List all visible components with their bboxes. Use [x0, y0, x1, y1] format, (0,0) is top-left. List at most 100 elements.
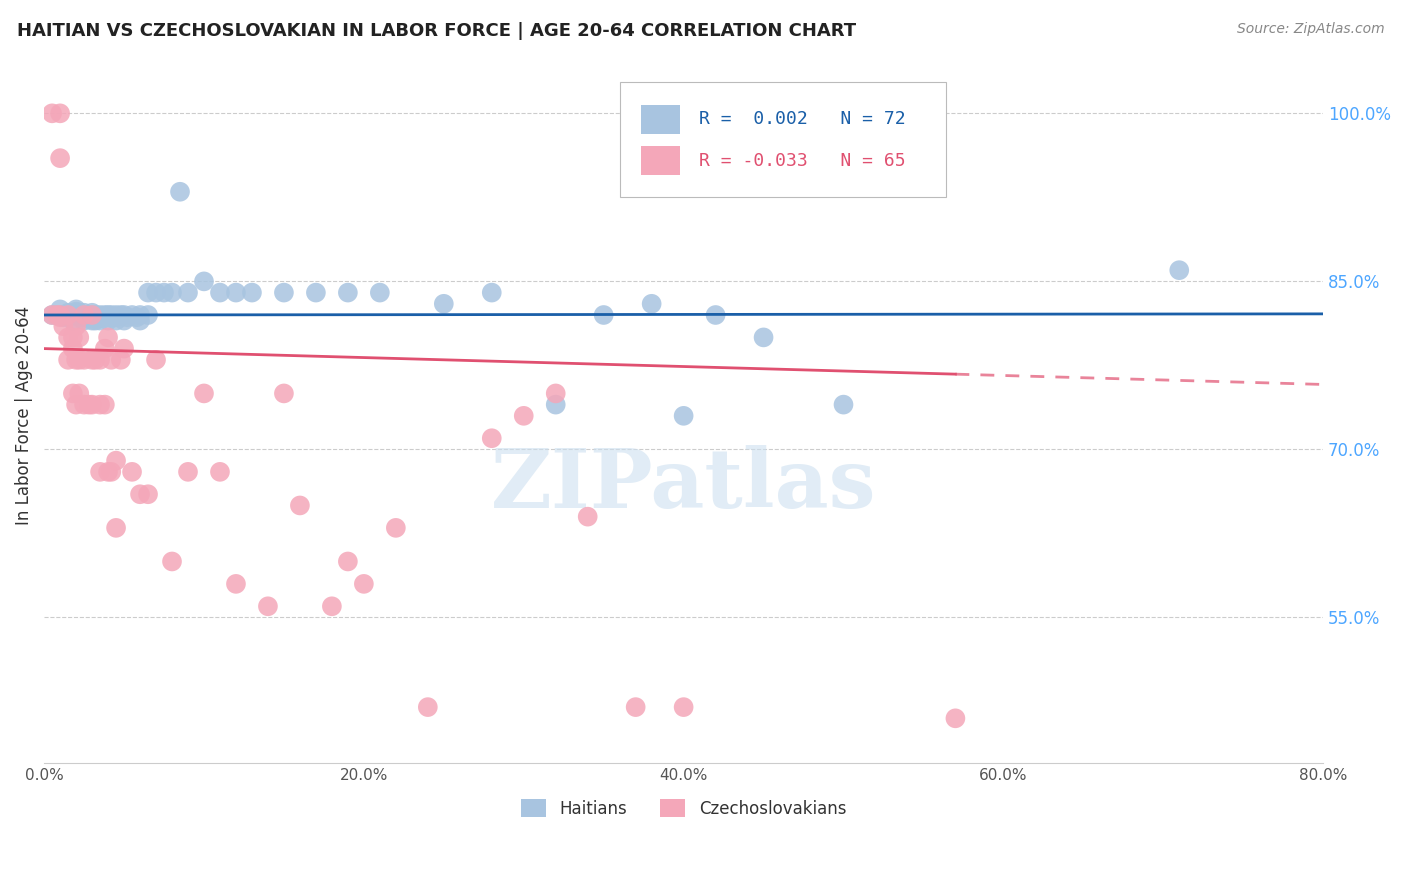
- Point: [97, 465, 120, 479]
- Point: [45, 308, 67, 322]
- Point: [73, 313, 96, 327]
- Point: [73, 308, 96, 322]
- Point: [481, 431, 503, 445]
- Point: [257, 599, 280, 614]
- Point: [77, 398, 100, 412]
- Point: [41, 308, 63, 322]
- Point: [80, 310, 103, 325]
- Point: [41, 106, 63, 120]
- Point: [672, 409, 695, 423]
- Point: [240, 285, 263, 300]
- Point: [368, 285, 391, 300]
- Point: [544, 398, 567, 412]
- Point: [56, 306, 79, 320]
- Point: [73, 398, 96, 412]
- Point: [592, 308, 614, 322]
- Point: [67, 330, 90, 344]
- Point: [121, 308, 143, 322]
- Point: [624, 700, 647, 714]
- Point: [177, 285, 200, 300]
- Point: [67, 308, 90, 322]
- Point: [52, 310, 75, 325]
- Point: [94, 342, 117, 356]
- Point: [100, 465, 122, 479]
- Point: [353, 577, 375, 591]
- Point: [481, 285, 503, 300]
- Point: [273, 285, 295, 300]
- Point: [125, 310, 148, 325]
- Point: [62, 313, 84, 327]
- Point: [672, 700, 695, 714]
- Point: [100, 308, 122, 322]
- Point: [80, 308, 103, 322]
- Point: [193, 386, 215, 401]
- Text: R = -0.033   N = 65: R = -0.033 N = 65: [699, 152, 905, 169]
- Text: R =  0.002   N = 72: R = 0.002 N = 72: [699, 111, 905, 128]
- FancyBboxPatch shape: [620, 82, 946, 197]
- Point: [112, 342, 135, 356]
- Point: [56, 308, 79, 322]
- Point: [225, 285, 247, 300]
- Point: [945, 711, 967, 725]
- Point: [105, 313, 128, 327]
- Point: [80, 306, 103, 320]
- Point: [385, 521, 408, 535]
- Point: [77, 310, 100, 325]
- Point: [52, 319, 75, 334]
- Point: [73, 308, 96, 322]
- Point: [121, 465, 143, 479]
- Point: [416, 700, 439, 714]
- Point: [84, 308, 107, 322]
- Point: [112, 308, 135, 322]
- Point: [65, 319, 87, 334]
- Point: [105, 453, 128, 467]
- FancyBboxPatch shape: [641, 104, 679, 134]
- Point: [80, 313, 103, 327]
- Text: Source: ZipAtlas.com: Source: ZipAtlas.com: [1237, 22, 1385, 37]
- Point: [56, 352, 79, 367]
- Point: [94, 398, 117, 412]
- Point: [67, 352, 90, 367]
- Point: [752, 330, 775, 344]
- Point: [110, 308, 132, 322]
- Point: [100, 310, 122, 325]
- Point: [208, 285, 231, 300]
- Point: [49, 151, 72, 165]
- Point: [89, 310, 111, 325]
- Point: [145, 352, 167, 367]
- Text: HAITIAN VS CZECHOSLOVAKIAN IN LABOR FORCE | AGE 20-64 CORRELATION CHART: HAITIAN VS CZECHOSLOVAKIAN IN LABOR FORC…: [17, 22, 856, 40]
- Point: [49, 302, 72, 317]
- Point: [80, 308, 103, 322]
- Point: [49, 308, 72, 322]
- Point: [193, 274, 215, 288]
- Point: [136, 487, 159, 501]
- Point: [97, 310, 120, 325]
- Point: [89, 352, 111, 367]
- Point: [49, 308, 72, 322]
- Point: [97, 313, 120, 327]
- Point: [97, 308, 120, 322]
- Point: [704, 308, 727, 322]
- FancyBboxPatch shape: [641, 146, 679, 176]
- Point: [62, 386, 84, 401]
- Point: [433, 297, 456, 311]
- Point: [288, 499, 311, 513]
- Point: [84, 313, 107, 327]
- Point: [105, 310, 128, 325]
- Point: [65, 302, 87, 317]
- Point: [73, 306, 96, 320]
- Point: [336, 285, 359, 300]
- Point: [62, 342, 84, 356]
- Point: [832, 398, 855, 412]
- Point: [94, 310, 117, 325]
- Point: [56, 308, 79, 322]
- Point: [153, 285, 176, 300]
- Point: [45, 308, 67, 322]
- Point: [80, 352, 103, 367]
- Point: [1168, 263, 1191, 277]
- Legend: Haitians, Czechoslovakians: Haitians, Czechoslovakians: [515, 793, 853, 824]
- Point: [73, 352, 96, 367]
- Point: [67, 310, 90, 325]
- Point: [105, 308, 128, 322]
- Point: [56, 330, 79, 344]
